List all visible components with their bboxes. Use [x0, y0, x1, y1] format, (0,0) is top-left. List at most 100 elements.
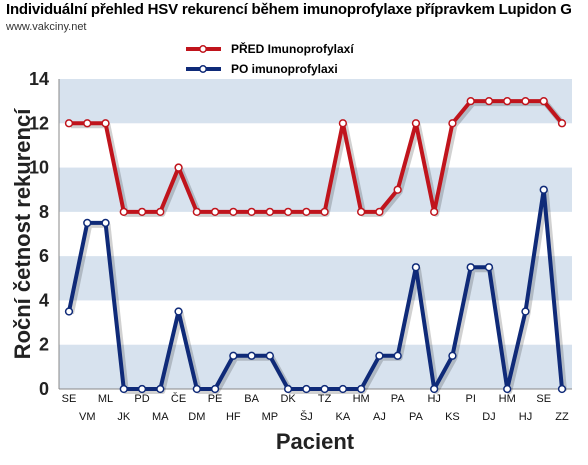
x-tick-label: PA — [409, 411, 424, 423]
series-line — [69, 99, 564, 214]
data-point — [101, 218, 110, 228]
data-point — [430, 207, 439, 217]
y-tick-label: 14 — [29, 69, 49, 89]
data-point — [302, 384, 311, 394]
legend-marker-1 — [199, 65, 207, 73]
x-tick-label: HJ — [427, 393, 440, 405]
y-tick-label: 2 — [39, 335, 49, 355]
data-point — [448, 119, 457, 128]
data-point — [521, 307, 530, 316]
data-point — [466, 96, 475, 106]
x-tick-label: KA — [336, 411, 351, 423]
legend-label-1: PO imunoprofylaxi — [231, 62, 338, 76]
data-point — [393, 185, 402, 194]
x-tick-label: HM — [353, 393, 370, 405]
data-point — [64, 307, 74, 316]
data-point — [192, 384, 201, 394]
data-point — [283, 207, 293, 217]
y-tick-label: 6 — [39, 246, 49, 266]
grid-band — [59, 344, 572, 389]
data-point — [484, 263, 494, 272]
data-point — [101, 119, 110, 128]
data-point — [156, 384, 165, 394]
data-point — [448, 351, 457, 360]
data-point — [192, 207, 201, 217]
x-tick-label: PI — [466, 393, 476, 405]
data-point — [174, 163, 183, 172]
grid-band — [59, 167, 572, 212]
y-tick-label: 8 — [39, 202, 49, 222]
data-point — [156, 207, 165, 217]
data-point — [137, 207, 147, 217]
data-point — [375, 207, 384, 217]
data-point — [466, 263, 475, 272]
data-point — [375, 351, 384, 360]
data-point — [302, 207, 311, 217]
x-tick-label: JK — [117, 411, 131, 423]
data-point — [210, 207, 220, 217]
series-0 — [64, 96, 567, 217]
data-point — [119, 384, 128, 394]
data-point — [430, 384, 439, 394]
x-tick-label: HJ — [519, 411, 532, 423]
data-point — [265, 207, 275, 217]
data-point — [338, 119, 348, 128]
x-axis-title: Pacient — [276, 429, 355, 454]
data-point — [503, 384, 512, 394]
data-point — [210, 384, 220, 394]
legend-label-0: PŘED Imunoprofylaxí — [231, 41, 354, 56]
data-point — [503, 96, 512, 106]
x-tick-label: PA — [391, 393, 406, 405]
data-point — [539, 185, 548, 194]
x-tick-label: BA — [244, 393, 259, 405]
x-tick-label: KS — [445, 411, 460, 423]
x-tick-label: ZZ — [555, 411, 569, 423]
data-point — [247, 207, 256, 217]
legend: PŘED Imunoprofylaxí PO imunoprofylaxi — [186, 41, 354, 76]
x-tick-label: PD — [134, 393, 149, 405]
data-point — [265, 351, 275, 360]
x-tick-label: TZ — [318, 393, 332, 405]
x-tick-label: PE — [208, 393, 223, 405]
legend-marker-0 — [199, 45, 207, 53]
y-tick-label: 0 — [39, 379, 49, 399]
x-tick-label: HM — [499, 393, 516, 405]
y-tick-label: 12 — [29, 113, 49, 133]
x-tick-label: VM — [79, 411, 96, 423]
data-point — [393, 351, 402, 360]
data-point — [174, 307, 183, 316]
data-point — [83, 218, 92, 228]
x-tick-label: HF — [226, 411, 241, 423]
grid-band — [59, 256, 572, 301]
data-point — [283, 384, 293, 394]
data-point — [83, 119, 92, 128]
grid-bands — [59, 79, 572, 389]
data-point — [356, 207, 366, 217]
x-tick-label: AJ — [373, 411, 386, 423]
data-point — [320, 384, 329, 394]
x-tick-label: MP — [262, 411, 279, 423]
x-tick-label: DJ — [482, 411, 495, 423]
data-point — [229, 351, 238, 360]
data-point — [539, 96, 548, 106]
x-tick-label: MA — [152, 411, 169, 423]
source-label: www.vakciny.net — [6, 21, 87, 33]
x-tick-label: SE — [62, 393, 77, 405]
x-tick-label: DK — [280, 393, 296, 405]
data-point — [64, 119, 74, 128]
y-tick-label: 10 — [29, 158, 49, 178]
y-tick-label: 4 — [39, 290, 49, 310]
data-point — [521, 96, 530, 106]
y-axis-title: Roční četnost rekurencí — [10, 108, 35, 360]
x-tick-label: SE — [536, 393, 551, 405]
data-point — [356, 384, 366, 394]
data-point — [557, 119, 567, 128]
data-point — [338, 384, 348, 394]
data-point — [137, 384, 147, 394]
data-point — [411, 263, 421, 272]
x-tick-labels: SEVMMLJKPDMAČEDMPEHFBAMPDKŠJTZKAHMAJPAPA… — [62, 392, 569, 423]
x-tick-label: ŠJ — [300, 410, 313, 423]
data-point — [247, 351, 256, 360]
chart-title: Individuální přehled HSV rekurencí během… — [6, 1, 572, 18]
